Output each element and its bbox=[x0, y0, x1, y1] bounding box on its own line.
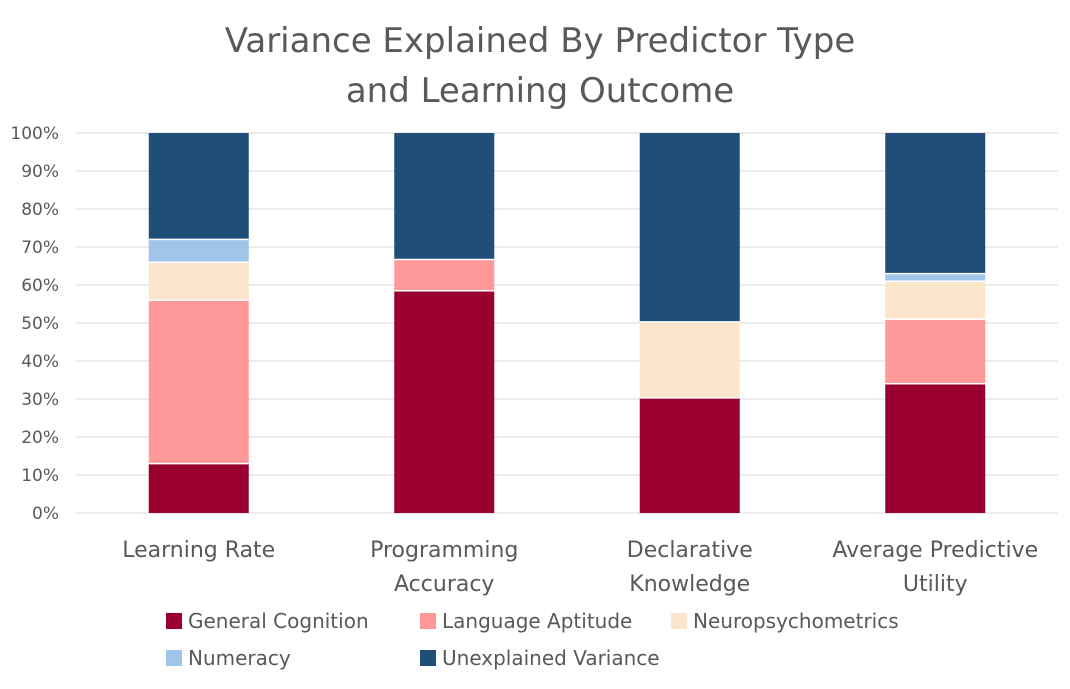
legend-swatch bbox=[166, 650, 182, 666]
bar-segment-numeracy: Numeracy: 2% bbox=[885, 273, 986, 282]
bar-segment-unexplained-variance: Unexplained Variance: 37% bbox=[885, 133, 986, 274]
legend-swatch bbox=[671, 613, 687, 629]
chart-title-line: and Learning Outcome bbox=[346, 71, 734, 111]
legend-swatch bbox=[420, 650, 436, 666]
legend-swatch bbox=[420, 613, 436, 629]
y-tick-label: 80% bbox=[21, 200, 59, 220]
legend-label: General Cognition bbox=[188, 609, 369, 633]
legend-label: Unexplained Variance bbox=[442, 646, 660, 670]
x-category-label: Accuracy bbox=[394, 572, 494, 597]
bars: General Cognition: 13%Language Aptitude:… bbox=[148, 133, 986, 513]
y-tick-label: 30% bbox=[21, 390, 59, 410]
bar-segment-numeracy: Numeracy: 6% bbox=[148, 239, 249, 263]
legend-item-language-aptitude: Language Aptitude bbox=[420, 609, 632, 633]
legend-swatch bbox=[166, 613, 182, 629]
bar-segment-language-aptitude: Language Aptitude: 43% bbox=[148, 300, 249, 464]
bar-segment-language-aptitude: Language Aptitude: 17% bbox=[885, 319, 986, 384]
bar-segment-language-aptitude: Language Aptitude: 8.2% bbox=[394, 259, 495, 291]
y-tick-label: 60% bbox=[21, 276, 59, 296]
legend-item-unexplained-variance: Unexplained Variance bbox=[420, 646, 660, 670]
chart-title-line: Variance Explained By Predictor Type bbox=[225, 21, 856, 61]
x-category-label: Declarative bbox=[627, 538, 753, 563]
legend-item-neuropsychometrics: Neuropsychometrics bbox=[671, 609, 899, 633]
y-tick-label: 0% bbox=[32, 504, 59, 524]
legend-item-general-cognition: General Cognition bbox=[166, 609, 369, 633]
bar-segment-neuropsychometrics: Neuropsychometrics: 10% bbox=[148, 262, 249, 301]
x-axis-categories: Learning Rate Programming Accuracy Declarat… bbox=[122, 538, 1038, 597]
legend-label: Language Aptitude bbox=[442, 609, 632, 633]
y-tick-label: 50% bbox=[21, 314, 59, 334]
x-category-label: Programming bbox=[370, 538, 518, 563]
chart-title: Variance Explained By Predictor Type and … bbox=[225, 21, 856, 111]
y-axis-ticks: 0% 10% 20% 30% 40% 50% 60% 70% 80% 90% 100% bbox=[10, 124, 59, 524]
y-tick-label: 100% bbox=[10, 124, 59, 144]
bar-segment-unexplained-variance: Unexplained Variance: 49.7% bbox=[639, 133, 740, 322]
legend-label: Numeracy bbox=[188, 646, 291, 670]
x-category-label: Average Predictive bbox=[832, 538, 1038, 563]
bar-segment-general-cognition: General Cognition: 13% bbox=[148, 463, 249, 513]
y-tick-label: 40% bbox=[21, 352, 59, 372]
y-tick-label: 10% bbox=[21, 466, 59, 486]
legend-label: Neuropsychometrics bbox=[693, 609, 899, 633]
bar-segment-general-cognition: General Cognition: 58.5% bbox=[394, 290, 495, 513]
bar-segment-neuropsychometrics: Neuropsychometrics: 10% bbox=[885, 281, 986, 320]
bar-segment-general-cognition: General Cognition: 34% bbox=[885, 383, 986, 513]
bar-segment-unexplained-variance: Unexplained Variance: 33.3% bbox=[394, 133, 495, 260]
y-tick-label: 70% bbox=[21, 238, 59, 258]
x-category-label: Learning Rate bbox=[122, 538, 275, 563]
bar-segment-unexplained-variance: Unexplained Variance: 28% bbox=[148, 133, 249, 240]
legend: General Cognition Language Aptitude Neurop… bbox=[166, 609, 899, 670]
legend-item-numeracy: Numeracy bbox=[166, 646, 291, 670]
bar-segment-general-cognition: General Cognition: 30.3% bbox=[639, 397, 740, 513]
x-category-label: Utility bbox=[903, 572, 968, 597]
x-category-label: Knowledge bbox=[629, 572, 750, 597]
y-tick-label: 90% bbox=[21, 162, 59, 182]
bar-segment-neuropsychometrics: Neuropsychometrics: 20% bbox=[639, 321, 740, 398]
y-tick-label: 20% bbox=[21, 428, 59, 448]
